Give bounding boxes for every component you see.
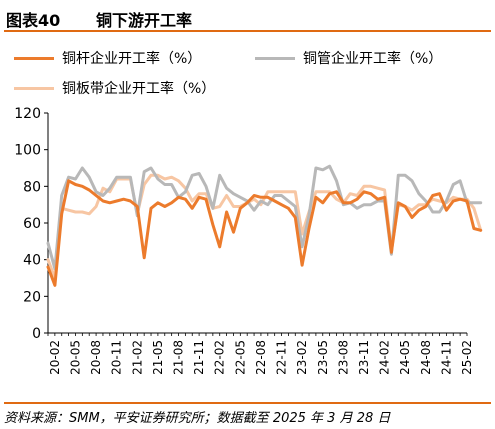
legend-swatch-copper-rod <box>14 56 54 60</box>
legend-item-copper-tube: 铜管企业开工率（%） <box>255 48 442 68</box>
x-tick-label: 24-02 <box>378 340 392 375</box>
y-tick-label: 60 <box>23 216 41 232</box>
legend-label-copper-rod: 铜杆企业开工率（%） <box>62 51 202 67</box>
legend-swatch-copper-strip <box>14 86 54 90</box>
source-note: 资料来源：SMM，平安证券研究所；数据截至 2025 年 3 月 28 日 <box>4 402 491 427</box>
figure-title: 铜下游开工率 <box>96 11 193 30</box>
series-line-copper-tube <box>46 164 483 271</box>
y-tick-label: 20 <box>23 289 41 305</box>
x-tick-label: 20-08 <box>89 340 103 375</box>
y-tick-label: 100 <box>14 143 41 159</box>
x-tick-label: 25-02 <box>460 340 474 375</box>
x-tick-label: 21-11 <box>192 340 206 375</box>
x-tick-label: 23-02 <box>295 340 309 375</box>
y-tick-label: 0 <box>32 326 41 342</box>
legend-item-copper-strip: 铜板带企业开工率（%） <box>14 78 215 98</box>
x-tick-label: 22-11 <box>275 340 289 375</box>
x-tick-label: 23-05 <box>316 340 330 375</box>
x-tick-label: 21-05 <box>151 340 165 375</box>
x-tick-label: 20-11 <box>110 340 124 375</box>
x-tick-label: 21-02 <box>130 340 144 375</box>
x-tick-label: 22-08 <box>254 340 268 375</box>
x-tick-label: 23-11 <box>357 340 371 375</box>
figure-title-bar: 图表40 铜下游开工率 <box>4 4 491 32</box>
x-tick-label: 24-08 <box>419 340 433 375</box>
chart-legend: 铜杆企业开工率（%） 铜管企业开工率（%） 铜板带企业开工率（%） <box>0 0 495 100</box>
figure-label: 图表40 <box>6 11 61 30</box>
x-tick-label: 22-02 <box>213 340 227 375</box>
x-tick-label: 20-02 <box>48 340 62 375</box>
series-line-copper-rod <box>46 179 483 287</box>
x-tick-label: 23-08 <box>336 340 350 375</box>
y-tick-label: 120 <box>14 106 41 122</box>
y-tick-label: 80 <box>23 179 41 195</box>
x-tick-label: 24-11 <box>439 340 453 375</box>
legend-label-copper-tube: 铜管企业开工率（%） <box>303 51 443 67</box>
x-tick-label: 22-05 <box>233 340 247 375</box>
x-tick-label: 24-05 <box>398 340 412 375</box>
y-tick-label: 40 <box>23 253 41 269</box>
legend-label-copper-strip: 铜板带企业开工率（%） <box>62 81 216 97</box>
legend-item-copper-rod: 铜杆企业开工率（%） <box>14 48 201 68</box>
x-tick-label: 20-05 <box>68 340 82 375</box>
legend-swatch-copper-tube <box>255 56 295 60</box>
x-tick-label: 21-08 <box>172 340 186 375</box>
